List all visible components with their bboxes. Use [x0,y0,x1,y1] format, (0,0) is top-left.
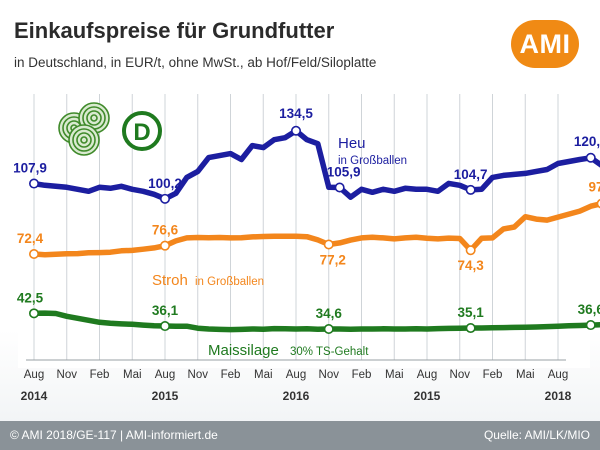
data-point-stroh [28,249,39,260]
footer-copyright: © AMI 2018/GE-117 | AMI-informiert.de [10,428,218,442]
data-label-heu: 134,5 [279,106,313,121]
footer-bar: © AMI 2018/GE-117 | AMI-informiert.de Qu… [0,421,600,450]
data-label-maissilage: 42,5 [17,290,44,305]
x-tick-label: Mai [385,369,404,381]
x-year-label: 2018 [545,389,572,403]
x-tick-label: Nov [450,369,471,381]
data-label-heu: 104,7 [454,167,488,182]
data-point-maissilage [160,321,171,332]
data-point-heu [290,125,301,136]
series-line-maissilage [31,310,600,333]
data-point-maissilage [28,308,39,319]
data-label-stroh: 77,2 [320,252,346,267]
data-label-heu: 107,9 [13,161,47,176]
hay-bale-ring [80,136,88,144]
x-tick-label: Aug [548,369,568,381]
x-tick-label: Mai [254,369,273,381]
x-year-label: 2016 [283,389,310,403]
x-tick-label: Mai [123,369,142,381]
hay-bale-ring [90,114,98,122]
x-tick-label: Nov [188,369,209,381]
data-point-heu [465,184,476,195]
hay-bale-ring [72,128,96,152]
x-tick-label: Feb [221,369,241,381]
data-label-heu: 100,2 [148,176,182,191]
x-tick-label: Aug [155,369,175,381]
data-label-maissilage: 36,6 [578,302,600,317]
country-badge-label: D [133,119,150,146]
ami-logo: AMI [511,20,579,68]
chart-subtitle: in Deutschland, in EUR/t, ohne MwSt., ab… [14,55,377,70]
chart-title: Einkaufspreise für Grundfutter [14,18,335,43]
series-name-heu: Heu [338,135,366,152]
data-point-stroh [160,240,171,251]
data-point-stroh [596,198,600,209]
data-label-maissilage: 36,1 [152,303,179,318]
series-name-stroh: Stroh [152,272,188,289]
data-point-heu [160,193,171,204]
data-label-heu: 120,9 [574,134,600,149]
data-point-stroh [323,239,334,250]
x-tick-label: Feb [90,369,110,381]
series-line-stroh [31,201,600,258]
x-tick-label: Aug [24,369,44,381]
x-tick-label: Aug [286,369,306,381]
data-point-stroh [465,245,476,256]
data-point-heu [28,178,39,189]
hay-bale-icon [58,102,110,156]
hay-bale-ring [86,110,102,126]
hay-bale-ring [76,132,92,148]
data-point-heu [585,152,596,163]
x-year-label: 2015 [414,389,441,403]
data-label-stroh: 76,6 [152,223,179,238]
data-label-maissilage: 35,1 [458,305,485,320]
data-label-heu: 105,9 [327,165,361,180]
x-year-label: 2015 [152,389,179,403]
x-tick-label: Aug [417,369,437,381]
data-label-stroh: 74,3 [458,258,485,273]
data-label-stroh: 97,8 [589,180,600,195]
x-year-label: 2014 [21,389,48,403]
series-subname-heu: in Großballen [338,155,407,167]
x-tick-label: Feb [483,369,503,381]
data-point-maissilage [323,324,334,335]
x-tick-label: Mai [516,369,535,381]
series-line-heu [31,128,600,202]
line-chart: Aug Nov Feb Mai Aug Nov Feb Mai Aug Nov Feb Mai Aug N… [13,92,600,403]
series-subname-maissilage: 30% TS-Gehalt [290,346,369,358]
series-name-maissilage: Maissilage [208,342,279,359]
data-point-heu [334,182,345,193]
data-point-maissilage [465,323,476,334]
country-badge [122,111,162,151]
footer-source: Quelle: AMI/LK/MIO [483,428,590,442]
data-point-maissilage [585,320,596,331]
x-tick-label: Nov [319,369,340,381]
data-label-maissilage: 34,6 [316,306,343,321]
series-subname-stroh: in Großballen [195,276,264,288]
data-label-stroh: 72,4 [17,231,44,246]
x-tick-label: Feb [352,369,372,381]
x-tick-label: Nov [57,369,78,381]
